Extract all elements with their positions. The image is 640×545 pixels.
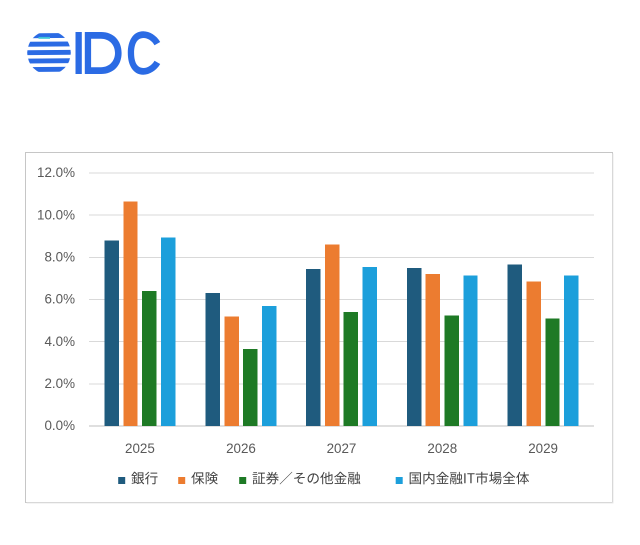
svg-text:2027: 2027: [327, 441, 357, 456]
svg-text:12.0%: 12.0%: [37, 165, 75, 180]
svg-text:2026: 2026: [226, 441, 256, 456]
svg-text:2025: 2025: [125, 441, 155, 456]
svg-text:2028: 2028: [427, 441, 457, 456]
svg-text:8.0%: 8.0%: [44, 250, 75, 265]
svg-text:6.0%: 6.0%: [44, 292, 75, 307]
svg-text:0.0%: 0.0%: [44, 418, 75, 433]
svg-text:10.0%: 10.0%: [37, 207, 75, 222]
svg-text:2.0%: 2.0%: [44, 376, 75, 391]
svg-text:4.0%: 4.0%: [44, 334, 75, 349]
svg-text:2029: 2029: [528, 441, 558, 456]
